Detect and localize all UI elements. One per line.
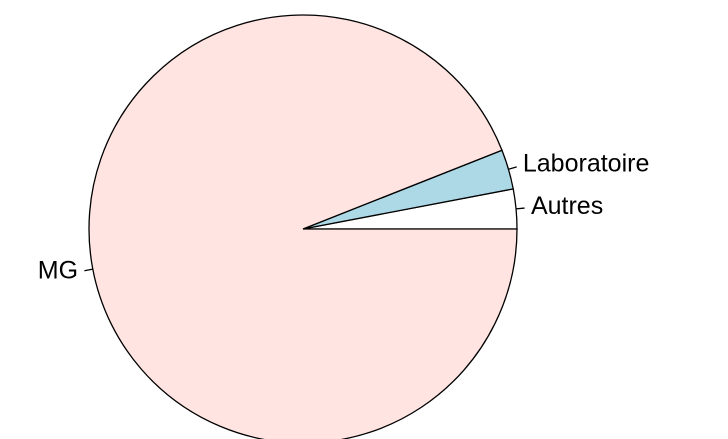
slice-label: Autres (531, 192, 603, 220)
label-tick (84, 268, 93, 272)
slice-label: Laboratoire (523, 150, 649, 178)
label-tick (508, 166, 517, 170)
label-tick (515, 207, 525, 210)
slice-label: MG (38, 257, 78, 285)
